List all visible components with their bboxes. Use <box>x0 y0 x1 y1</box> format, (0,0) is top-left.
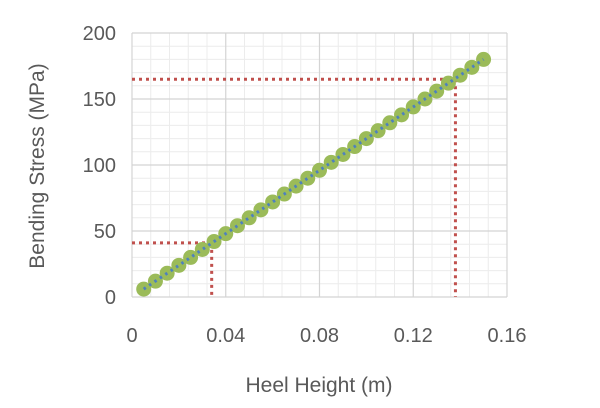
x-tick-labels: 0 0.04 0.08 0.12 0.16 <box>126 325 526 347</box>
x-tick-label: 0.08 <box>300 325 339 347</box>
data-point <box>382 115 398 131</box>
y-axis-title: Bending Stress (MPa) <box>26 63 49 268</box>
y-tick-label: 0 <box>105 287 116 309</box>
x-tick-label: 0.04 <box>206 325 245 347</box>
data-point <box>183 249 199 265</box>
x-axis-title: Heel Height (m) <box>245 374 392 397</box>
x-tick-label: 0.16 <box>488 325 527 347</box>
data-point <box>312 162 327 178</box>
reference-lines <box>132 77 457 297</box>
data-point <box>253 202 269 218</box>
data-point <box>241 210 257 226</box>
y-tick-label: 100 <box>83 155 116 177</box>
x-tick-label: 0.12 <box>394 325 433 347</box>
y-tick-label: 50 <box>94 221 116 243</box>
x-tick-label: 0 <box>126 325 137 347</box>
y-tick-labels: 0 50 100 150 200 <box>83 23 116 309</box>
data-point <box>452 67 468 83</box>
y-tick-label: 150 <box>83 89 116 111</box>
y-tick-label: 200 <box>83 23 116 45</box>
